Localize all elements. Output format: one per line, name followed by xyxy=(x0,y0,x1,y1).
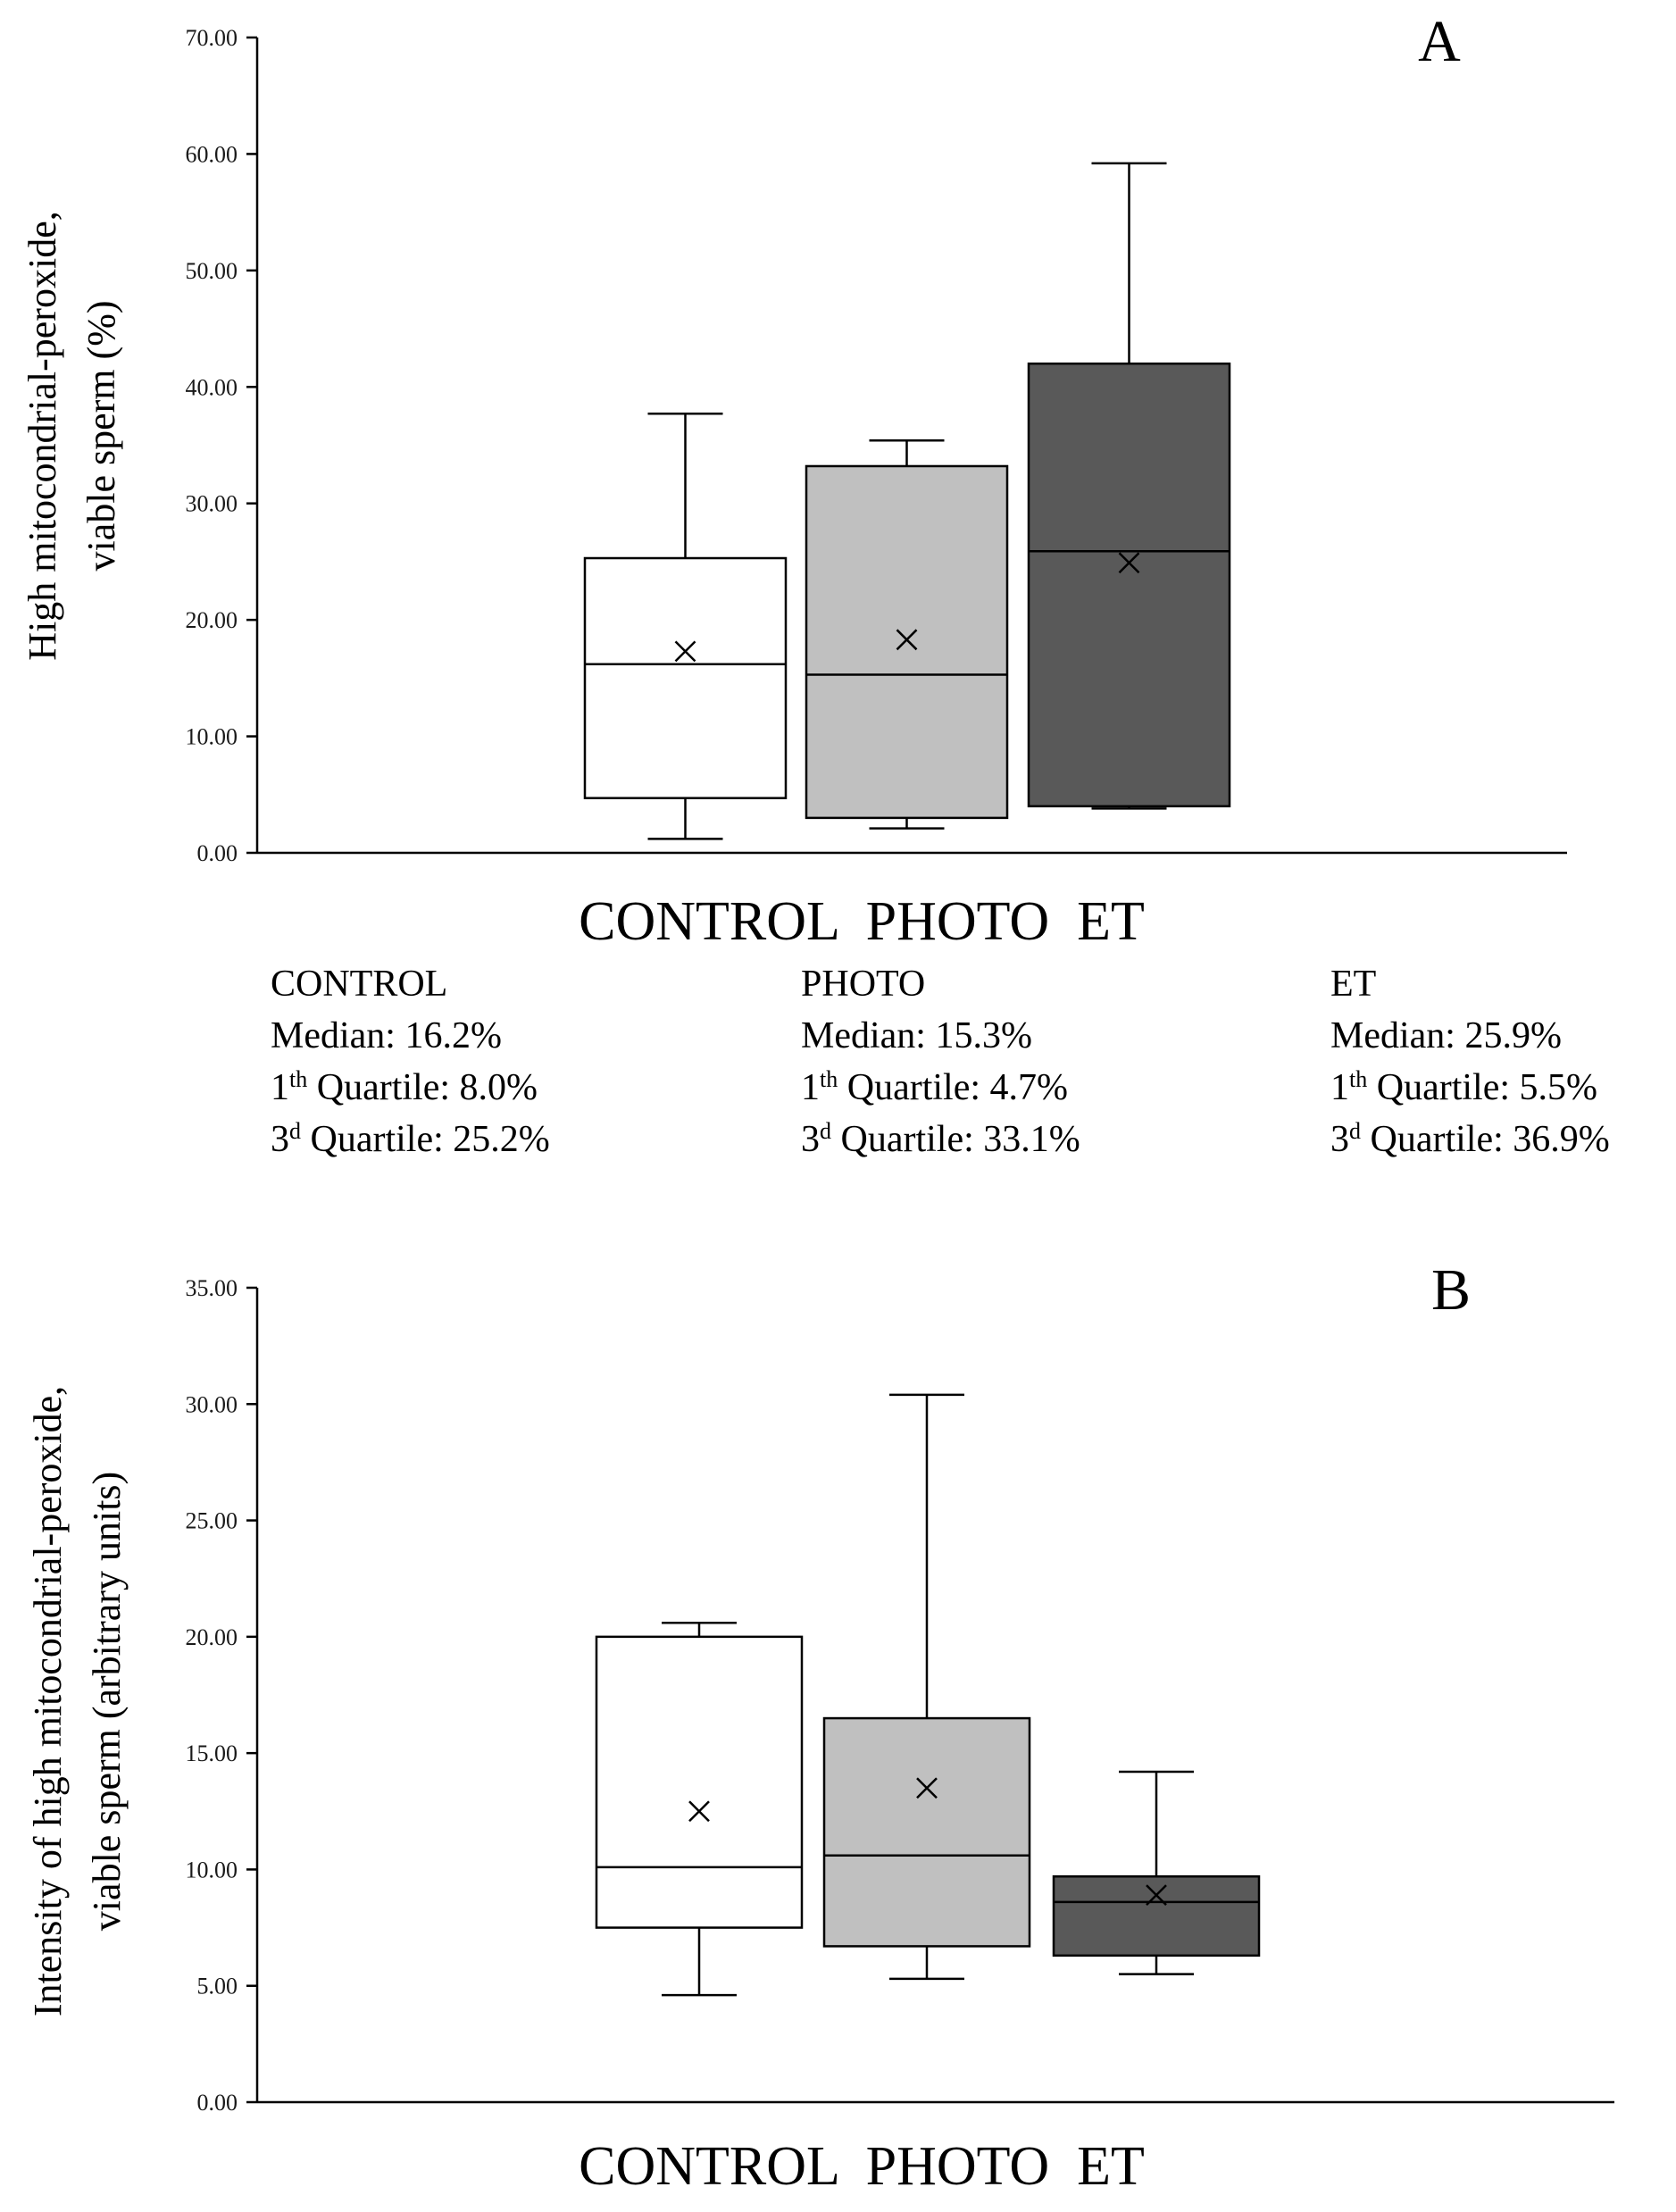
stats-et-median: Median: 25.9% xyxy=(1330,1015,1562,1056)
panel-a-boxes xyxy=(583,162,1231,840)
panel-b-tick-label: 30.00 xyxy=(186,1391,238,1417)
panel-b-boxes xyxy=(595,1393,1261,1997)
panel-b-tick-label: 20.00 xyxy=(186,1624,238,1650)
stats-control-q1: 1th Quartile: 8.0% xyxy=(271,1066,538,1108)
panel-b-et-box xyxy=(1052,1874,1261,1957)
panel-a-y-label-line-1: High mitocondrial-peroxide, xyxy=(21,211,64,660)
panel-b-y-label-line-1: Intensity of high mitocondrial-peroxide, xyxy=(26,1386,70,2016)
panel-b-tick-label: 15.00 xyxy=(186,1740,238,1766)
panel-a-tick-label: 20.00 xyxy=(186,607,238,633)
panel-b-ticks: 0.00 5.00 10.00 15.00 20.00 25.00 30.00 35.00 xyxy=(186,1275,257,2116)
stats-photo-q3: 3d Quartile: 33.1% xyxy=(801,1118,1080,1160)
stats-control-median: Median: 16.2% xyxy=(271,1015,502,1056)
panel-a-control-box xyxy=(583,556,788,799)
panel-b-tick-label: 25.00 xyxy=(186,1508,238,1534)
stats-et-q1: 1th Quartile: 5.5% xyxy=(1330,1066,1597,1108)
panel-a-control-mean-marker xyxy=(674,640,696,663)
panel-b-photo-mean-marker xyxy=(916,1777,938,1799)
panel-b-x-label: CONTROL PHOTO ET xyxy=(579,2136,1145,2197)
panel-b-chart: 0.00 5.00 10.00 15.00 20.00 25.00 30.00 35.00 B… xyxy=(26,1257,1614,2197)
stats-photo: PHOTO Median: 15.3% 1th Quartile: 4.7% 3… xyxy=(801,958,1080,1165)
panel-a-y-label-line-2: viable sperm (%) xyxy=(79,301,123,572)
panel-a-tick-label: 0.00 xyxy=(197,840,238,866)
panel-b-tick-label: 5.00 xyxy=(197,1974,238,1999)
panel-a-tick-label: 50.00 xyxy=(186,258,238,284)
panel-a-tick-label: 10.00 xyxy=(186,724,238,750)
panel-a-photo-mean-marker xyxy=(896,629,918,651)
stats-photo-title: PHOTO xyxy=(801,964,926,1005)
panel-b-et-mean-marker xyxy=(1146,1884,1167,1906)
panel-a-tick-label: 70.00 xyxy=(186,25,238,51)
panel-a-tick-label: 60.00 xyxy=(186,141,238,167)
panel-a-tick-label: 30.00 xyxy=(186,491,238,517)
panel-a-tick-label: 40.00 xyxy=(186,374,238,400)
stats-et: ET Median: 25.9% 1th Quartile: 5.5% 3d Q… xyxy=(1330,958,1610,1165)
panel-b-control-box xyxy=(595,1635,804,1929)
stats-photo-median: Median: 15.3% xyxy=(801,1015,1032,1056)
panel-a-ticks: 0.00 10.00 20.00 30.00 40.00 50.00 60.00 70.00 xyxy=(186,25,257,866)
panel-a-photo-box xyxy=(805,464,1009,820)
panel-b-tick-label: 10.00 xyxy=(186,1857,238,1882)
stats-control-title: CONTROL xyxy=(271,964,448,1005)
panel-b-letter: B xyxy=(1431,1257,1471,1323)
panel-b-control-mean-marker xyxy=(688,1800,710,1823)
panel-b-photo-box xyxy=(822,1716,1031,1948)
stats-et-title: ET xyxy=(1330,964,1377,1005)
stats-control-q3: 3d Quartile: 25.2% xyxy=(271,1118,550,1160)
panel-b-tick-label: 35.00 xyxy=(186,1275,238,1301)
panel-a-et-mean-marker xyxy=(1118,552,1140,574)
stats-photo-q1: 1th Quartile: 4.7% xyxy=(801,1066,1068,1108)
panel-a-chart: 0.0010.0020.0030.0040.0050.0060.0070.00 … xyxy=(21,9,1567,952)
stats-control: CONTROL Median: 16.2% 1th Quartile: 8.0%… xyxy=(271,958,550,1165)
panel-a-letter: A xyxy=(1418,9,1461,74)
panel-b-y-label-line-2: viable sperm (arbitrary units) xyxy=(85,1472,129,1931)
panel-b-tick-label: 0.00 xyxy=(197,2090,238,2116)
stats-et-q3: 3d Quartile: 36.9% xyxy=(1330,1118,1610,1160)
panel-a-et-box xyxy=(1027,362,1231,808)
panel-a-x-label: CONTROL PHOTO ET xyxy=(579,891,1145,952)
